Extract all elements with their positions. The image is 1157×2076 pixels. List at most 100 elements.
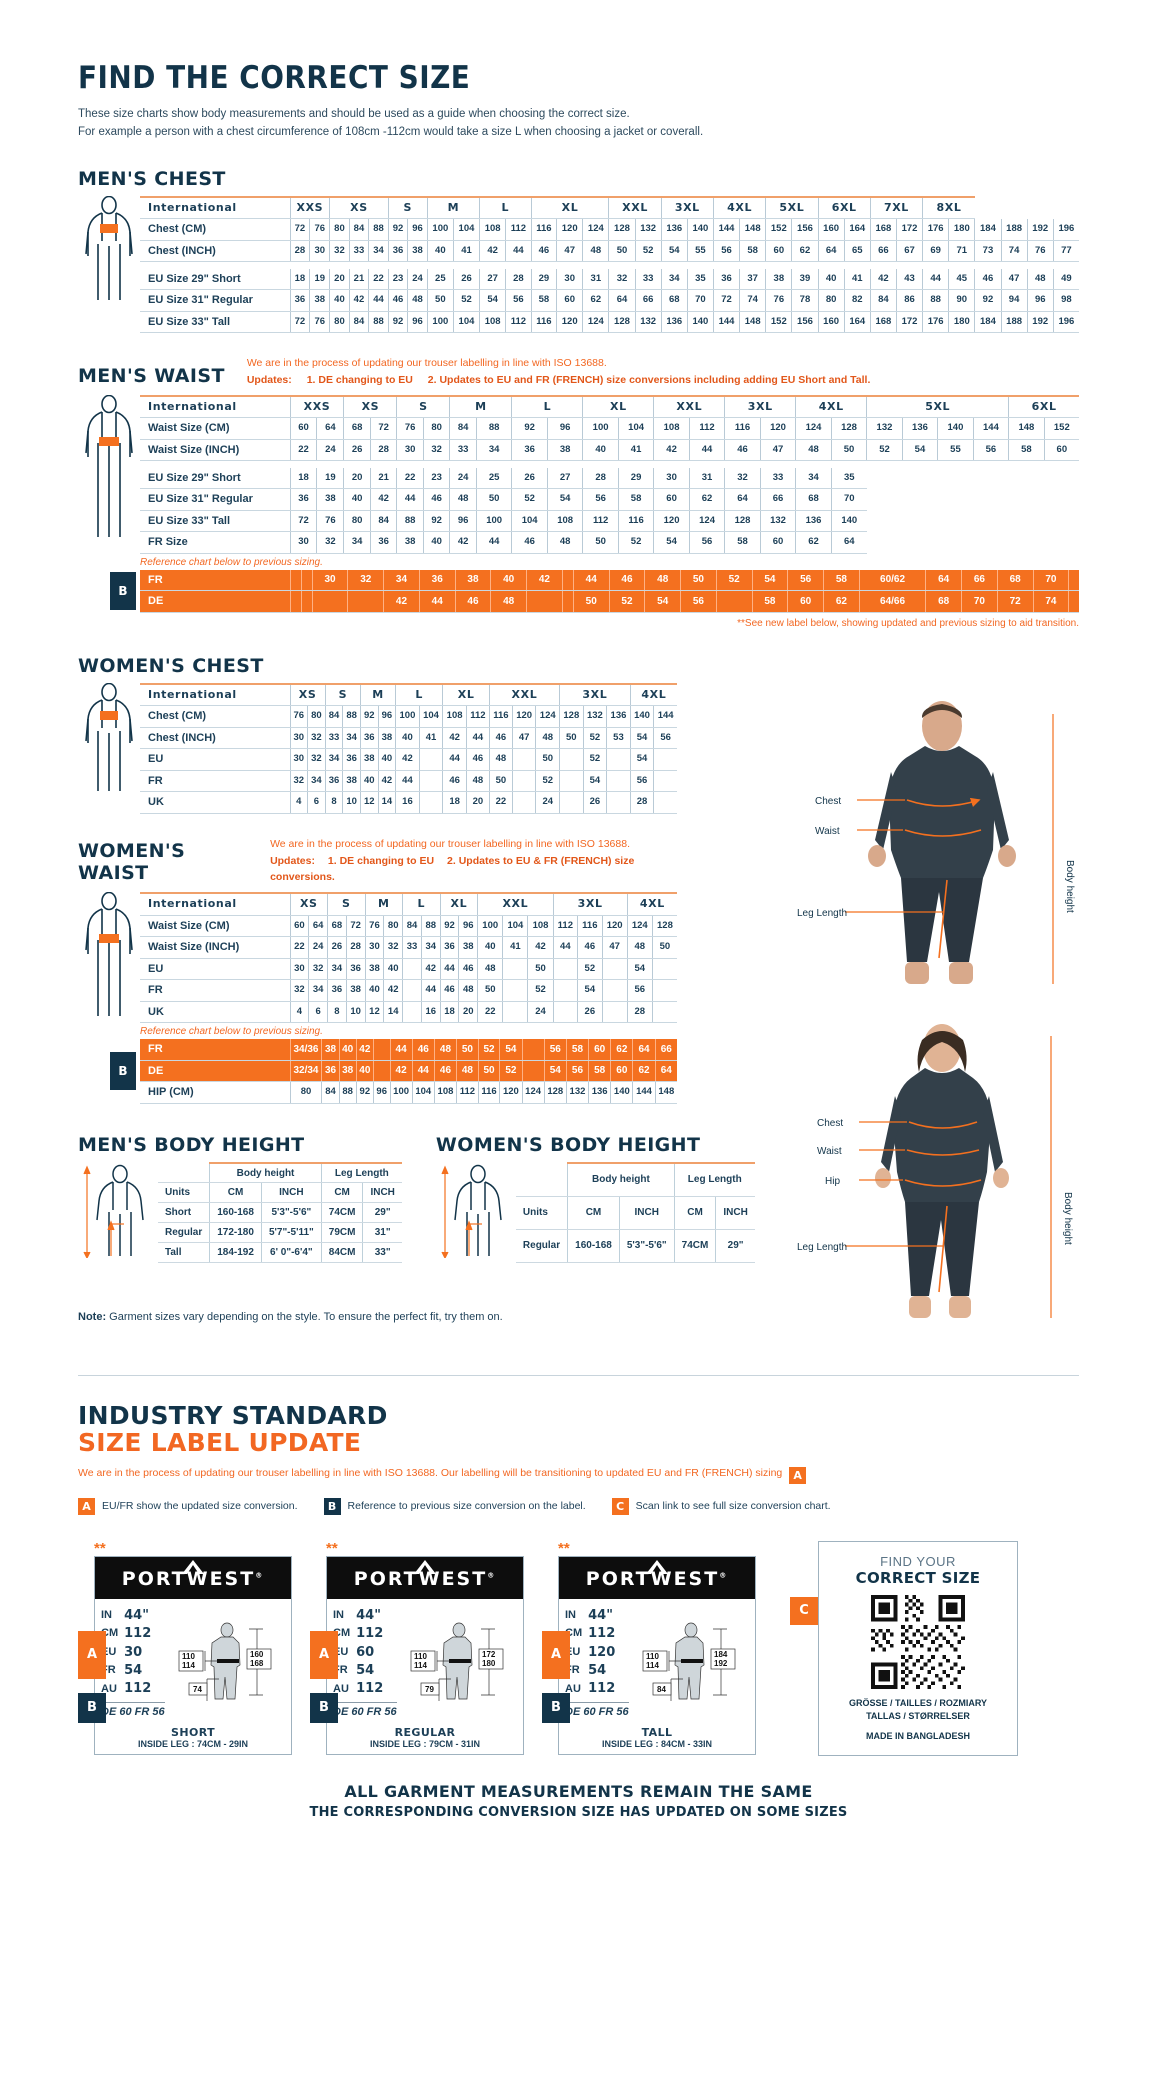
size-col: XXL: [477, 892, 554, 916]
qr-code-icon[interactable]: [871, 1594, 965, 1689]
cell: 14: [377, 791, 396, 814]
cell: 74: [1032, 590, 1069, 613]
cell: 128: [559, 705, 584, 728]
cell: 140: [937, 417, 974, 440]
cell: 44: [572, 569, 610, 592]
waist-min: 110: [182, 1652, 195, 1661]
cell: 10: [345, 1001, 366, 1024]
cell: 64/66: [858, 590, 926, 613]
womens-bh-body: Regular 160-168 5'3"-5'6" 74CM 29": [515, 1229, 755, 1263]
cell: 16: [420, 1001, 441, 1024]
cell: [559, 748, 584, 771]
cell: 34: [307, 770, 326, 793]
footer-line-1: ALL GARMENT MEASUREMENTS REMAIN THE SAME: [344, 1782, 813, 1802]
cell: 66: [961, 569, 998, 592]
cell: 80: [329, 218, 350, 241]
cell: 23: [387, 268, 408, 291]
cell: 116: [530, 218, 557, 241]
cell: 36: [387, 240, 408, 263]
col-international: International: [140, 682, 290, 707]
cell: 55: [937, 439, 974, 462]
cell: 80: [383, 915, 403, 938]
portwest-logo-bar: PORTWEST®: [327, 1556, 523, 1599]
cell: 52: [499, 1059, 522, 1083]
cell: 70: [961, 590, 998, 613]
tag-c-box: C: [611, 1497, 629, 1515]
cell: [601, 958, 628, 981]
b-tag-womens-waist: B: [110, 1052, 136, 1091]
cell: 48: [1026, 268, 1054, 291]
mens-waist-see-note: **See new label below, showing updated a…: [737, 617, 1079, 629]
cell: 50: [488, 770, 513, 793]
row-label: Waist Size (INCH): [140, 936, 290, 959]
label-update-lead: We are in the process of updating our tr…: [78, 1457, 1079, 1484]
size-col: XXL: [608, 195, 662, 220]
cell: 32: [316, 531, 344, 554]
table-row: FR 32 34 36 38 40 42 44 46 48 50 52 54 56: [140, 770, 677, 793]
cell: 18: [289, 467, 317, 490]
size-label-card: ** A B PORTWEST® IN 44" CM 112 EU 120 FR 54…: [542, 1541, 756, 1756]
cell: 54: [626, 958, 653, 981]
cell: 164: [843, 218, 871, 241]
cell: 22: [477, 1001, 503, 1024]
cell: 104: [502, 915, 528, 938]
cell: 36: [369, 531, 397, 554]
updates-item-2: 2. Updates to EU & FR (FRENCH) size conv…: [270, 854, 635, 884]
cell: [502, 979, 528, 1002]
cell: 52: [715, 569, 753, 592]
intro-line-1: These size charts show body measurements…: [78, 108, 630, 120]
cell: 44: [922, 268, 949, 291]
cell: 88: [396, 510, 424, 533]
cell: 28: [629, 791, 654, 814]
size-col: 6XL: [817, 195, 871, 220]
col-international: International: [140, 195, 290, 220]
cell: 60: [787, 590, 824, 613]
cell: 56: [543, 1039, 567, 1061]
row-label: Chest (INCH): [140, 240, 290, 263]
cell: 50: [830, 439, 867, 462]
cell: 36: [321, 1059, 340, 1083]
cell: [300, 569, 313, 592]
cell: 42: [389, 1059, 413, 1083]
size-col: XXL: [488, 682, 560, 707]
cell: [402, 958, 422, 981]
female-figure-chest: [78, 682, 140, 800]
spec-key: AU: [333, 1682, 349, 1695]
cell: 100: [475, 510, 512, 533]
cell: 80: [422, 417, 450, 440]
cell: 192: [1026, 311, 1054, 334]
cell: 164: [843, 311, 871, 334]
table-row: FR 32 34 36 38 40 42 44 46 48 50 52 54 56: [140, 979, 677, 1002]
mens-chest-table: International XXS XS S M L XL XXL 3XL 4X…: [140, 195, 1079, 334]
footer-line-2: THE CORRESPONDING CONVERSION SIZE HAS UP…: [309, 1805, 848, 1821]
cell: 56: [626, 979, 653, 1002]
tag-a-inline: A: [789, 1466, 807, 1484]
cell: 116: [617, 510, 654, 533]
female-model-photo: Chest Waist Hip Leg Length Body height: [797, 1020, 1097, 1350]
cell: 64: [308, 915, 328, 938]
cell: 52: [582, 727, 607, 750]
cell: 28: [626, 1001, 653, 1024]
cell: 108: [479, 311, 506, 334]
cell: 42: [355, 1039, 374, 1061]
cell: [651, 1001, 677, 1024]
label-waist: Waist: [815, 826, 840, 837]
womens-chest-title: WOMEN'S CHEST: [78, 654, 264, 677]
cell: 140: [686, 311, 714, 334]
cell: 19: [309, 268, 330, 291]
cell: 16: [395, 791, 420, 814]
col-international: International: [140, 394, 290, 419]
row-label: Chest (INCH): [140, 727, 290, 750]
size-col: 4XL: [629, 682, 677, 707]
cell: 56: [972, 439, 1009, 462]
portwest-logo-bar: PORTWEST®: [559, 1556, 755, 1599]
portwest-chevron-icon: [646, 1559, 668, 1574]
cell: 148: [1008, 417, 1045, 440]
cell: 23: [422, 467, 450, 490]
cell: Regular: [158, 1222, 210, 1243]
size-col: M: [449, 394, 512, 419]
cell: 180: [948, 218, 975, 241]
cell: 148: [739, 311, 766, 334]
cell: 116: [488, 705, 513, 728]
cell: 60: [610, 1059, 633, 1083]
